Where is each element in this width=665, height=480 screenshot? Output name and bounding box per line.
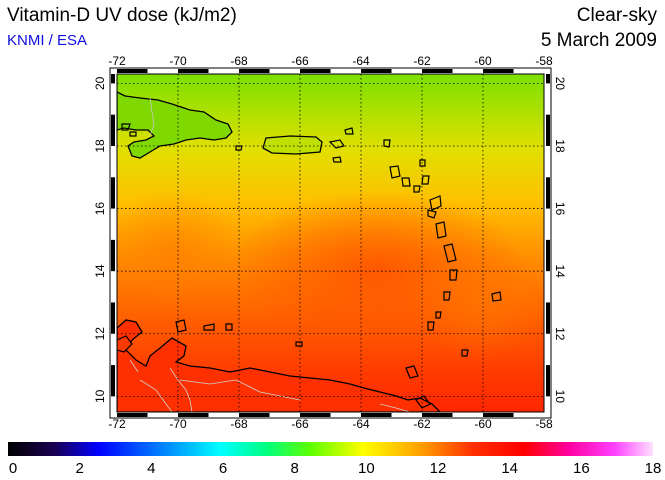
colorbar-tick-label: 12	[429, 460, 447, 477]
lon-tick-label-top: -60	[474, 54, 492, 68]
lon-tick-label-bottom: -70	[169, 417, 187, 431]
colorbar-tick-label: 16	[572, 460, 590, 477]
graticule	[117, 74, 544, 412]
map-title: Vitamin-D UV dose (kJ/m2)	[7, 5, 237, 26]
lat-tick-label-left: 12	[93, 327, 107, 341]
colorbar-tick-label: 10	[357, 460, 375, 477]
lon-tick-label-bottom: -64	[352, 417, 370, 431]
colorbar-tick-label: 4	[147, 460, 156, 477]
lat-tick-label-right: 10	[553, 390, 567, 404]
lon-tick-label-top: -64	[352, 54, 370, 68]
puerto-rico-coastline	[262, 135, 323, 155]
lat-tick-label-right: 18	[553, 139, 567, 153]
frame-ruler	[111, 69, 550, 417]
lat-tick-label-right: 12	[553, 327, 567, 341]
lon-tick-label-bottom: -66	[291, 417, 309, 431]
colorbar-tick-label: 8	[290, 460, 299, 477]
organization-label: KNMI / ESA	[7, 32, 88, 49]
lon-tick-label-top: -62	[413, 54, 431, 68]
lon-tick-label-top: -70	[169, 54, 187, 68]
colorbar-tick-label: 6	[218, 460, 228, 477]
south-america-coastline	[117, 319, 441, 412]
uv-dose-field	[117, 74, 544, 412]
lat-tick-label-right: 14	[553, 264, 567, 278]
lat-tick-label-left: 14	[93, 264, 107, 278]
colorbar-tick-label: 2	[75, 460, 84, 477]
lat-tick-label-right: 20	[553, 77, 567, 91]
colorbar-tick-label: 0	[8, 460, 18, 477]
lon-tick-label-bottom: -58	[535, 417, 553, 431]
lon-tick-label-bottom: -72	[108, 417, 126, 431]
lat-tick-label-right: 16	[553, 202, 567, 216]
lat-tick-label-left: 18	[93, 139, 107, 153]
uv-dose-map: -72 -72 -70 -70 -68 -68 -66 -66 -64 -64 -62 -62 -60 -…	[93, 54, 567, 431]
colorbar-tick-label: 14	[501, 460, 518, 477]
lon-tick-label-bottom: -60	[474, 417, 492, 431]
lon-tick-label-top: -66	[291, 54, 309, 68]
lon-tick-label-bottom: -62	[413, 417, 431, 431]
date-label: 5 March 2009	[540, 30, 657, 51]
colorbar	[8, 442, 653, 456]
lat-tick-label-left: 16	[93, 202, 107, 216]
colorbar-tick-label: 18	[644, 460, 662, 477]
lon-tick-label-bottom: -68	[230, 417, 248, 431]
lat-tick-label-left: 10	[93, 389, 107, 403]
lon-tick-label-top: -68	[230, 54, 248, 68]
lat-tick-label-left: 20	[93, 76, 107, 90]
lon-tick-label-top: -72	[108, 54, 126, 68]
lon-tick-label-top: -58	[535, 54, 553, 68]
sky-condition-label: Clear-sky	[576, 5, 657, 26]
country-borders	[129, 359, 411, 412]
